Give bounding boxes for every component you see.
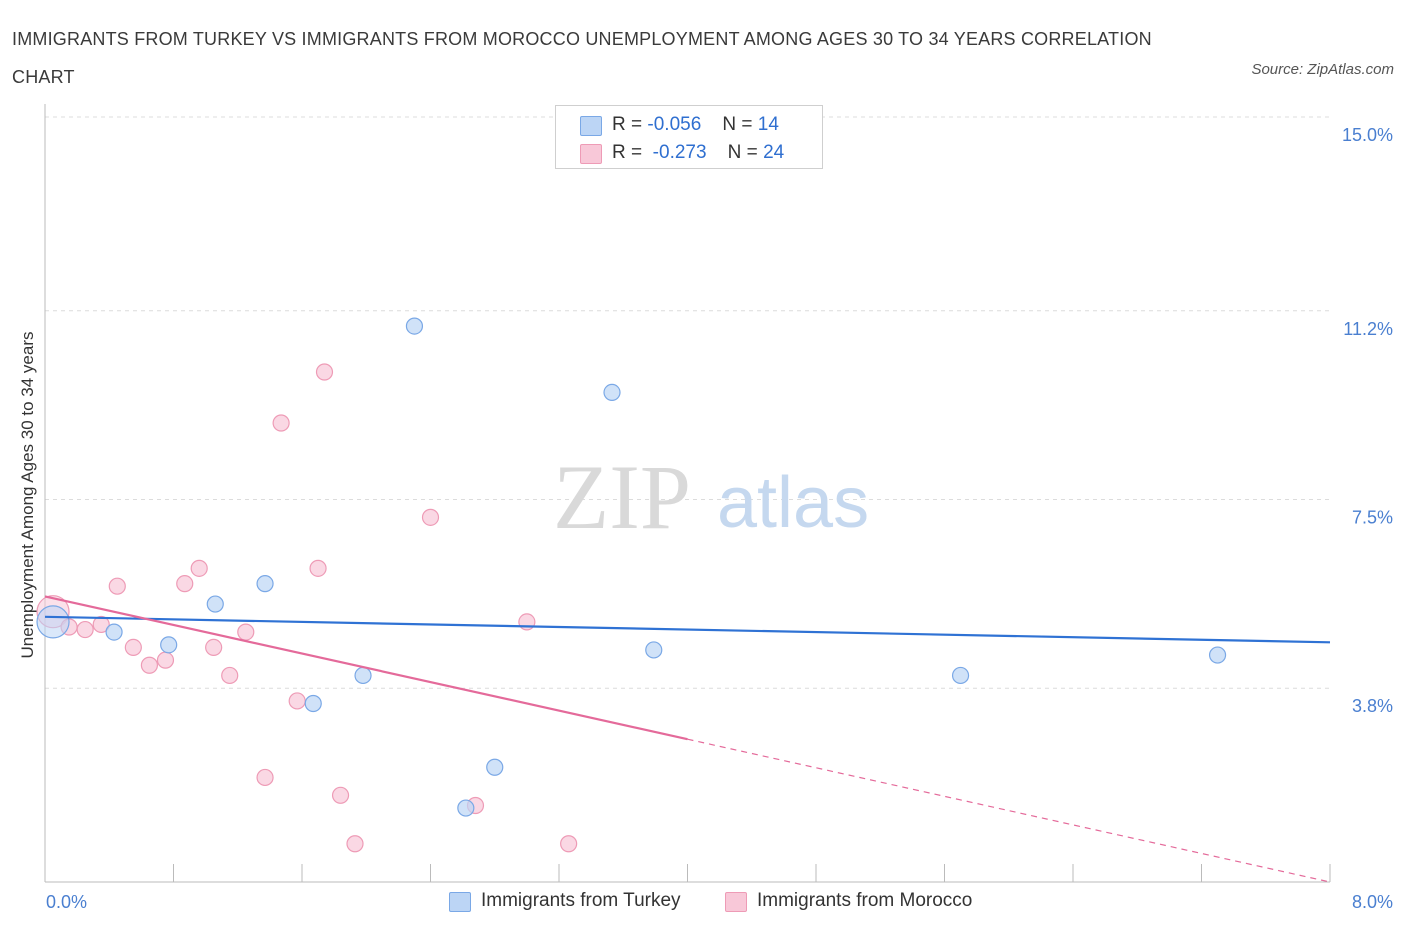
source-label: Source: ZipAtlas.com — [1251, 61, 1394, 78]
point-morocco — [176, 575, 194, 593]
watermark-zip: ZIP — [553, 446, 691, 548]
y-tick-label: 11.2% — [1343, 319, 1393, 339]
data-points — [36, 317, 1227, 853]
point-turkey — [354, 666, 372, 685]
point-morocco — [331, 786, 350, 804]
point-morocco — [256, 768, 274, 787]
point-turkey — [457, 799, 475, 817]
point-morocco — [76, 620, 94, 639]
point-turkey — [105, 623, 123, 641]
trend-line-turkey — [44, 615, 1331, 644]
point-turkey — [206, 595, 224, 613]
point-morocco — [156, 651, 175, 669]
point-morocco — [190, 559, 208, 577]
chart-title: IMMIGRANTS FROM TURKEY VS IMMIGRANTS FRO… — [12, 29, 1152, 87]
point-morocco — [221, 666, 239, 685]
y-axis-label: Unemployment Among Ages 30 to 34 years — [18, 332, 37, 659]
point-morocco — [315, 363, 334, 381]
series-label-turkey: Immigrants from Turkey — [481, 890, 681, 911]
y-tick-labels: 3.8% 7.5% 11.2% 15.0% — [1342, 125, 1393, 716]
point-turkey — [1208, 646, 1227, 664]
legend-r-value-morocco: -0.273 — [652, 142, 707, 163]
point-turkey — [160, 636, 178, 654]
point-turkey — [304, 694, 322, 713]
point-turkey — [36, 605, 70, 639]
point-morocco — [309, 559, 327, 577]
x-tick-label-min: 0.0% — [46, 892, 87, 912]
point-morocco — [237, 623, 255, 641]
series-label-morocco: Immigrants from Morocco — [757, 890, 973, 911]
legend-n-value-turkey: 14 — [757, 114, 779, 135]
point-morocco — [272, 414, 290, 432]
point-turkey — [405, 317, 424, 335]
point-morocco — [346, 835, 364, 853]
trend-line-morocco — [44, 595, 688, 741]
legend-r-value-turkey: -0.056 — [647, 114, 702, 135]
legend-swatch-morocco — [580, 144, 602, 164]
grid-lines — [45, 116, 1330, 689]
series-swatch-turkey — [449, 892, 471, 912]
point-morocco — [92, 615, 110, 634]
point-turkey — [256, 575, 274, 593]
y-tick-label: 3.8% — [1352, 696, 1393, 716]
point-morocco — [421, 508, 440, 526]
legend-n-value-morocco: 24 — [763, 142, 785, 163]
correlation-legend: R = -0.056 N = 14 R = -0.273 N = 24 — [555, 105, 823, 169]
y-tick-label: 7.5% — [1352, 508, 1393, 528]
point-turkey — [486, 758, 504, 776]
point-morocco — [140, 656, 159, 674]
watermark-atlas: atlas — [717, 463, 869, 543]
y-tick-label: 15.0% — [1342, 125, 1393, 145]
legend-n-label: N = — [727, 142, 758, 163]
point-morocco — [288, 692, 306, 710]
point-turkey — [645, 641, 663, 659]
point-morocco — [560, 835, 578, 853]
legend-swatch-turkey — [580, 116, 602, 136]
point-turkey — [603, 383, 621, 401]
axes — [44, 104, 1331, 883]
point-morocco — [205, 638, 223, 657]
legend-r-label: R = — [612, 142, 643, 163]
series-swatch-morocco — [725, 892, 747, 912]
trend-line-morocco-extrapolated — [687, 738, 1331, 883]
point-morocco — [108, 577, 126, 595]
point-turkey — [951, 666, 970, 685]
point-morocco — [124, 638, 142, 657]
x-tick-label-max: 8.0% — [1352, 892, 1393, 912]
legend-n-label: N = — [722, 114, 753, 135]
legend-r-label: R = — [612, 114, 643, 135]
trend-lines — [44, 595, 1331, 883]
